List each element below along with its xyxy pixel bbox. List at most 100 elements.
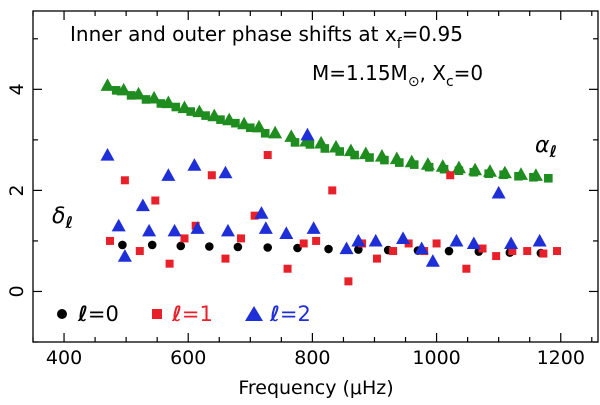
- alpha-point-triangle: [161, 95, 176, 109]
- delta-point-square: [120, 176, 129, 185]
- delta-point-circle: [293, 243, 302, 253]
- alpha-point-square: [231, 118, 240, 128]
- legend-marker-triangle: [245, 306, 263, 321]
- delta-point-square: [299, 239, 308, 248]
- delta-point-triangle: [279, 226, 294, 239]
- delta-point-square: [221, 254, 230, 263]
- alpha-point-square: [201, 111, 210, 120]
- model-separator: , X: [420, 61, 447, 85]
- alpha-point-square: [141, 95, 151, 104]
- alpha-point-triangle: [284, 129, 299, 142]
- chart-title-value: =0.95: [402, 22, 463, 46]
- alpha-point-triangle: [497, 165, 512, 179]
- delta-point-circle: [233, 242, 243, 252]
- alpha-point-square: [126, 91, 136, 100]
- alpha-point-square: [246, 123, 255, 133]
- delta-point-circle: [205, 242, 214, 251]
- delta-point-circle: [147, 240, 157, 250]
- delta-point-circle: [176, 241, 186, 251]
- legend-ell-l1: ℓ: [171, 302, 182, 326]
- model-xc-subscript: c: [446, 74, 454, 90]
- delta-point-triangle: [161, 168, 176, 181]
- alpha-point-triangle: [116, 82, 131, 96]
- legend-label-l2: ℓ=2: [269, 302, 311, 326]
- delta-point-triangle: [135, 198, 150, 212]
- alpha-point-triangle: [435, 159, 450, 172]
- alpha-point-triangle: [374, 149, 389, 162]
- axis-ticks: 400 600 800 1000 1200 0 2 4: [6, 11, 598, 369]
- alpha-point-square: [171, 102, 181, 112]
- y-tick-label: 2: [6, 184, 28, 196]
- series-delta_l=1: [105, 151, 562, 286]
- delta-point-triangle: [425, 254, 440, 267]
- x-tick-label: 800: [294, 347, 330, 369]
- delta-point-triangle: [254, 206, 269, 219]
- alpha-point-triangle: [147, 90, 162, 104]
- x-tick-label: 1000: [412, 347, 460, 369]
- alpha-subscript-ell: ℓ: [549, 142, 558, 161]
- delta-point-square: [165, 259, 174, 268]
- series-delta_l=2: [100, 127, 547, 267]
- alpha-point-triangle: [358, 146, 373, 160]
- delta-point-triangle: [142, 223, 157, 237]
- alpha-point-triangle: [468, 162, 483, 176]
- delta-point-square: [446, 171, 455, 180]
- delta-point-circle: [118, 240, 127, 250]
- delta-point-square: [344, 277, 353, 286]
- x-tick-label: 600: [170, 347, 206, 369]
- delta-point-triangle: [504, 236, 519, 250]
- delta-point-triangle: [414, 241, 429, 255]
- chart-title-subscript: f: [397, 36, 403, 52]
- alpha-point-triangle: [131, 86, 146, 100]
- alpha-point-triangle: [100, 78, 115, 91]
- delta-point-square: [283, 264, 292, 273]
- delta-point-square: [151, 196, 160, 205]
- delta-point-triangle: [396, 231, 411, 245]
- delta-point-triangle: [111, 218, 126, 232]
- model-xc-value: =0: [454, 61, 483, 85]
- delta-point-triangle: [532, 233, 547, 247]
- delta-point-square: [462, 264, 471, 273]
- delta-point-square: [389, 247, 398, 256]
- alpha-point-square: [290, 138, 300, 147]
- delta-point-triangle: [117, 249, 132, 262]
- delta-point-square: [105, 236, 114, 245]
- x-tick-label: 1200: [537, 347, 585, 369]
- delta-point-triangle: [339, 241, 354, 255]
- y-tick-label: 0: [6, 285, 28, 297]
- delta-point-square: [508, 247, 517, 256]
- alpha-point-triangle: [314, 135, 329, 149]
- delta-point-triangle: [218, 165, 233, 179]
- delta-point-circle: [263, 243, 272, 252]
- delta-point-square: [250, 211, 259, 220]
- delta-point-circle: [444, 246, 454, 256]
- delta-point-triangle: [220, 223, 235, 237]
- alpha-point-triangle: [420, 157, 435, 170]
- delta-point-triangle: [190, 221, 205, 234]
- alpha-point-square: [111, 86, 121, 95]
- model-mass: M=1.15M: [312, 61, 408, 85]
- delta-point-triangle: [258, 221, 273, 234]
- alpha-point-triangle: [252, 119, 266, 133]
- plot-frame: [32, 10, 599, 343]
- legend-marker-circle: [57, 309, 67, 319]
- delta-point-square: [523, 247, 532, 256]
- delta-point-square: [135, 247, 144, 256]
- delta-point-square: [263, 151, 272, 160]
- delta-point-triangle: [187, 158, 202, 171]
- legend: ℓ =0 ℓ=1 ℓ=2: [57, 302, 311, 326]
- alpha-point-triangle: [177, 100, 192, 114]
- alpha-point-triangle: [207, 108, 222, 122]
- alpha-point-triangle: [514, 167, 529, 180]
- legend-label-l1: ℓ=1: [171, 302, 213, 326]
- delta-point-square: [478, 244, 487, 253]
- delta-point-square: [553, 247, 562, 256]
- delta-symbol: δ: [52, 204, 65, 229]
- legend-text-l0: =0: [88, 302, 119, 326]
- chart-title-main: Inner and outer phase shifts at x: [70, 22, 397, 46]
- alpha-point-triangle: [343, 143, 358, 157]
- delta-subscript-ell: ℓ: [64, 213, 73, 232]
- legend-text-l1: =1: [182, 302, 213, 326]
- legend-marker-square: [152, 309, 162, 319]
